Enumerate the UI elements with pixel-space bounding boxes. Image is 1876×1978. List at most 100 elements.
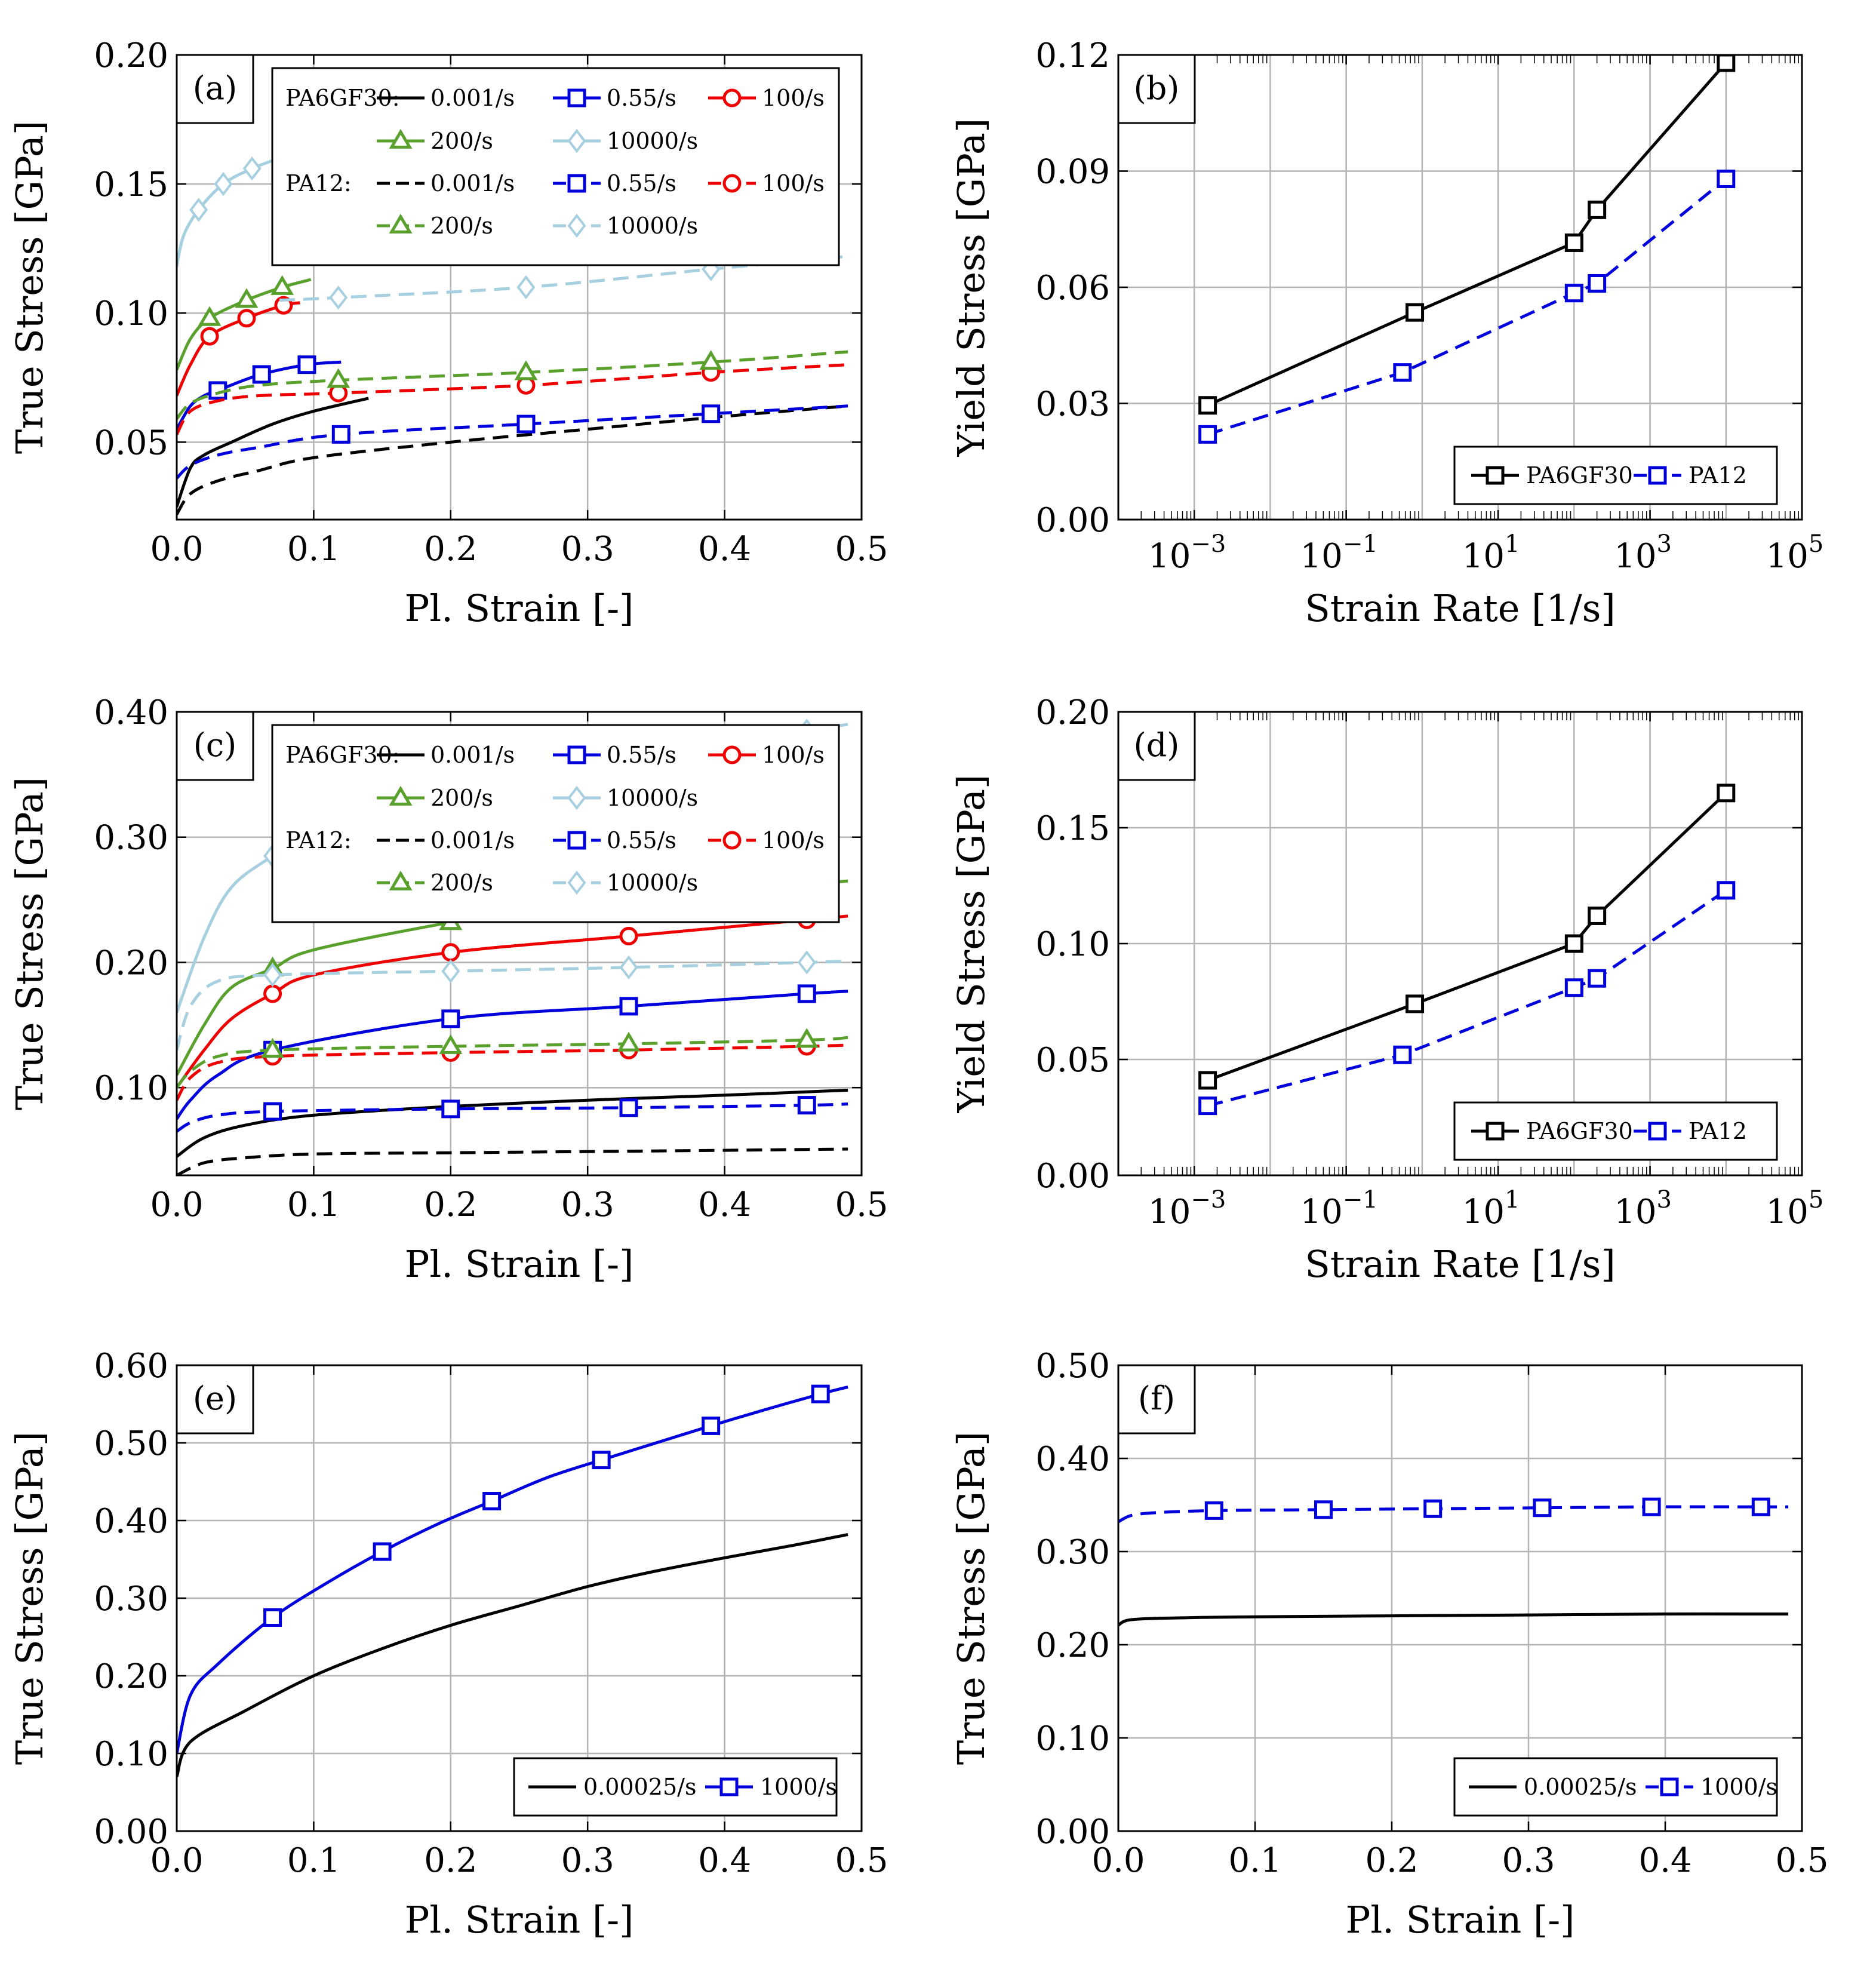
- data-point: [811, 1384, 830, 1403]
- y-tick-label: 0.06: [1035, 269, 1110, 308]
- data-point: [237, 309, 256, 328]
- legend-group-label: PA12:: [285, 170, 352, 196]
- legend-group-label: PA12:: [285, 827, 352, 853]
- data-point: [797, 950, 816, 975]
- x-tick-label: 103: [1614, 530, 1672, 576]
- x-tick-exponent: 1: [1505, 530, 1520, 558]
- y-tick-label: 0.10: [1035, 1719, 1110, 1758]
- data-point: [327, 368, 350, 388]
- y-tick-label: 0.00: [94, 1813, 168, 1851]
- x-tick-label: 0.3: [561, 1185, 614, 1224]
- legend-label: 10000/s: [607, 785, 698, 811]
- legend-swatch-marker: [722, 831, 742, 850]
- legend-label: 0.001/s: [430, 85, 515, 111]
- x-tick-label: 0.4: [698, 1185, 751, 1224]
- y-axis-label: Yield Stress [GPa]: [949, 118, 993, 457]
- y-tick-label: 0.05: [1035, 1041, 1110, 1080]
- data-point: [592, 1451, 611, 1470]
- y-tick-label: 0.00: [1035, 1157, 1110, 1196]
- series-line-0-00025-s: [1118, 1612, 1789, 1627]
- data-point: [270, 275, 294, 295]
- x-tick-label: 0.0: [150, 1841, 203, 1880]
- grid: [1118, 1365, 1802, 1831]
- legend-label: 200/s: [430, 870, 493, 896]
- legend-label: 1000/s: [1700, 1774, 1777, 1800]
- legend-label: 0.55/s: [607, 170, 676, 196]
- x-tick-label: 0.3: [561, 530, 614, 569]
- series-line-1000-s: [177, 1385, 848, 1754]
- x-tick-label: 0.0: [150, 530, 203, 569]
- series-line-PA6GF30: [1207, 62, 1727, 407]
- legend-label: PA12: [1689, 1118, 1747, 1144]
- data-point: [797, 984, 816, 1003]
- data-point: [242, 156, 262, 181]
- x-tick-exponent: −1: [1343, 1186, 1378, 1214]
- panel-label: (c): [193, 726, 236, 764]
- legend-swatch-marker: [1486, 466, 1505, 485]
- x-tick-label: 103: [1614, 1186, 1672, 1231]
- legend-frame: [271, 67, 840, 266]
- data-point: [263, 984, 282, 1003]
- legend-label: 100/s: [762, 85, 825, 111]
- x-tick-label: 0.4: [698, 530, 751, 569]
- legend-swatch-marker: [722, 88, 742, 108]
- panel-label-box: (d): [1117, 711, 1196, 781]
- x-tick-label: 10−3: [1148, 530, 1226, 576]
- data-point: [1717, 881, 1736, 900]
- y-tick-label: 0.50: [1035, 1347, 1110, 1386]
- data-point: [1406, 994, 1425, 1013]
- ticks: 0.0 0.1 0.2 0.3 0.4 0.5 0.00 0.10 0.20 0.30 0.40 0.…: [94, 1347, 888, 1880]
- x-axis-label: Pl. Strain [-]: [405, 586, 634, 630]
- x-tick-label: 0.2: [1365, 1841, 1418, 1880]
- x-tick-label: 10−3: [1148, 1186, 1226, 1231]
- data-point: [439, 1034, 463, 1054]
- data-point: [514, 360, 538, 380]
- legend-swatch-marker: [567, 831, 586, 850]
- series-layer: [1198, 784, 1736, 1116]
- y-tick-label: 0.10: [94, 1735, 168, 1774]
- panel-label-box: (c): [176, 711, 254, 781]
- data-point: [702, 1416, 721, 1435]
- data-point: [1393, 363, 1412, 382]
- chart-a: 0.0 0.1 0.2 0.3 0.4 0.5 0.05 0.10 0.15 0.20 Pl. St…: [8, 36, 888, 630]
- y-axis-label: True Stress [GPa]: [8, 121, 51, 454]
- data-point: [482, 1492, 502, 1510]
- data-point: [208, 381, 227, 400]
- data-point: [1204, 1501, 1223, 1520]
- data-point: [297, 355, 316, 374]
- x-tick-label: 101: [1462, 1186, 1520, 1231]
- legend-swatch-marker: [722, 174, 742, 193]
- legend-swatch-marker: [567, 128, 586, 153]
- y-tick-label: 0.40: [1035, 1440, 1110, 1479]
- x-tick-exponent: 5: [1809, 1186, 1823, 1214]
- series-line-0-00025-s: [177, 1532, 848, 1777]
- plot-frame: [1117, 54, 1803, 521]
- x-tick-label: 101: [1462, 530, 1520, 576]
- data-point: [441, 1009, 460, 1028]
- data-point: [331, 425, 350, 444]
- y-tick-label: 0.20: [94, 944, 168, 982]
- x-tick-label: 0.2: [424, 1841, 477, 1880]
- x-tick-base: 10: [1462, 537, 1505, 576]
- legend-swatch-marker: [567, 870, 586, 895]
- y-tick-label: 0.30: [1035, 1533, 1110, 1572]
- series-line-PA6GF30: [1207, 791, 1727, 1082]
- ticks: 0.0 0.1 0.2 0.3 0.4 0.5 0.05 0.10 0.15 0.20: [94, 36, 888, 569]
- y-tick-label: 0.20: [1035, 1626, 1110, 1665]
- data-point: [1564, 978, 1583, 997]
- series-line-pa12-200-s: [177, 350, 848, 420]
- legend-label: 10000/s: [607, 213, 698, 239]
- x-tick-label: 0.2: [424, 1185, 477, 1224]
- x-tick-label: 0.5: [835, 1841, 888, 1880]
- x-tick-label: 0.5: [1775, 1841, 1828, 1880]
- plot-frame: [176, 1364, 863, 1832]
- legend-label: 100/s: [762, 827, 825, 853]
- data-point: [702, 404, 721, 423]
- x-tick-exponent: −3: [1191, 530, 1226, 558]
- y-tick-label: 0.10: [94, 1069, 168, 1108]
- data-point: [1751, 1497, 1770, 1516]
- y-tick-label: 0.05: [94, 423, 168, 462]
- data-point: [619, 997, 638, 1016]
